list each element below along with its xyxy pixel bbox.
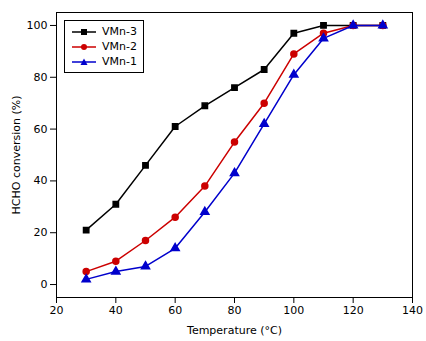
svg-text:140: 140: [402, 304, 423, 317]
svg-text:40: 40: [34, 174, 48, 187]
svg-text:100: 100: [27, 19, 48, 32]
html-text:VMn-1: VMn-1: [102, 55, 137, 68]
svg-text:HCHO conversion (%): HCHO conversion (%): [10, 96, 23, 215]
svg-text:60: 60: [168, 304, 182, 317]
svg-text:20: 20: [50, 304, 64, 317]
html-text:VMn-2: VMn-2: [102, 40, 137, 53]
svg-text:Temperature (°C): Temperature (°C): [186, 324, 282, 337]
svg-text:60: 60: [34, 123, 48, 136]
svg-text:120: 120: [343, 304, 364, 317]
svg-text:40: 40: [109, 304, 123, 317]
svg-text:100: 100: [283, 304, 304, 317]
svg-text:80: 80: [34, 71, 48, 84]
svg-text:0: 0: [41, 278, 48, 291]
svg-text:20: 20: [34, 226, 48, 239]
svg-text:80: 80: [228, 304, 242, 317]
html-text:VMn-3: VMn-3: [102, 25, 137, 38]
